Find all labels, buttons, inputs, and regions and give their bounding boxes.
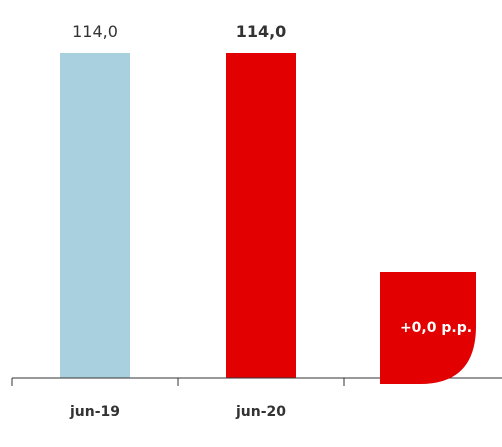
category-label: jun-19 [69, 404, 120, 420]
bar-value-label: 114,0 [72, 22, 118, 41]
change-badge-shape [380, 272, 476, 384]
bar-value-label: 114,0 [236, 22, 287, 41]
category-label: jun-20 [235, 404, 286, 420]
category-labels-group: jun-19 jun-20 [69, 404, 286, 420]
bar-jun-20 [226, 53, 296, 378]
change-badge: +0,0 p.p. [380, 272, 476, 384]
change-badge-label: +0,0 p.p. [400, 320, 472, 336]
bar-jun-19 [60, 53, 130, 378]
bars-group [60, 53, 296, 378]
value-labels-group: 114,0 114,0 [72, 22, 286, 41]
